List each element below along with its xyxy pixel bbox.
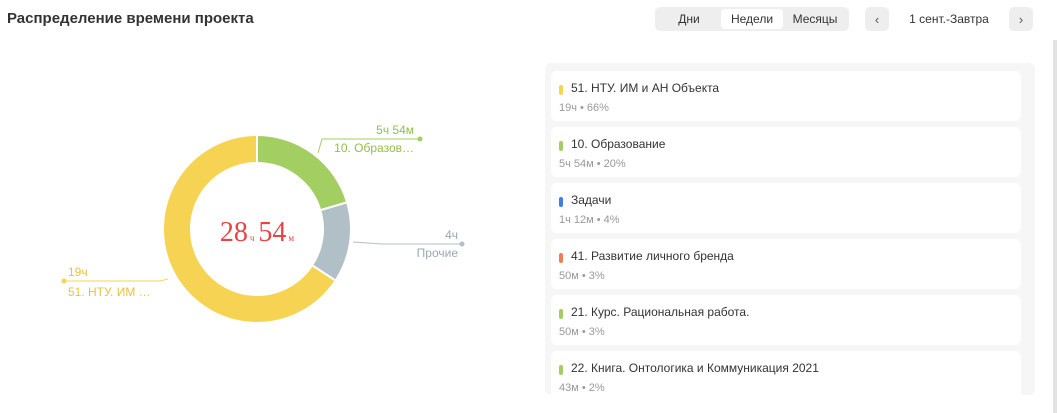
- legend-list: 51. НТУ. ИМ и АН Объекта 19ч • 66% 10. О…: [545, 63, 1035, 395]
- prev-period-button[interactable]: ‹: [865, 7, 889, 31]
- total-hours: 28: [220, 217, 248, 248]
- leader-dot-other: [459, 241, 465, 247]
- legend-color-bar: [559, 309, 563, 319]
- tab-days[interactable]: Дни: [678, 12, 700, 26]
- leader-dot-ntu: [61, 278, 67, 284]
- slice-label-ntu: 51. НТУ. ИМ …: [68, 285, 151, 299]
- slice-value-education: 5ч 54м: [376, 123, 414, 137]
- date-range: 1 сент.-Завтра: [909, 12, 989, 26]
- leader-line-education: [317, 138, 420, 154]
- tab-weeks[interactable]: Недели: [721, 9, 783, 29]
- legend-color-bar: [559, 365, 563, 375]
- period-switcher: Дни Недели Месяцы: [655, 7, 849, 31]
- legend-color-bar: [559, 253, 563, 263]
- chevron-right-icon: ›: [1018, 11, 1024, 27]
- legend-item-stats: 50м • 3%: [559, 326, 605, 338]
- legend-item-name: 10. Образование: [571, 137, 666, 151]
- legend-item-stats: 5ч 54м • 20%: [559, 158, 626, 170]
- legend-item-stats: 50м • 3%: [559, 270, 605, 282]
- slice-value-other: 4ч: [445, 228, 458, 242]
- total-minutes-unit: м: [288, 233, 294, 243]
- leader-line-other: [352, 241, 462, 245]
- legend-item[interactable]: 10. Образование 5ч 54м • 20%: [551, 127, 1021, 177]
- legend-color-bar: [559, 85, 563, 95]
- legend-item-stats: 19ч • 66%: [559, 102, 609, 114]
- slice-label-education: 10. Образов…: [334, 141, 414, 155]
- legend-item[interactable]: 41. Развитие личного бренда 50м • 3%: [551, 239, 1021, 289]
- total-minutes: 54: [258, 217, 286, 248]
- donut-chart: 5ч 54м 10. Образов… 4ч Прочие 19ч 51. НТ…: [61, 123, 465, 324]
- legend-item-name: 41. Развитие личного бренда: [571, 249, 734, 263]
- legend-item[interactable]: 22. Книга. Онтологика и Коммуникация 202…: [551, 351, 1021, 395]
- total-hours-unit: ч: [250, 233, 255, 243]
- leader-dot-education: [417, 136, 423, 142]
- slice-value-ntu: 19ч: [68, 265, 88, 279]
- legend-item-stats: 43м • 2%: [559, 382, 605, 394]
- legend-item[interactable]: Задачи 1ч 12м • 4%: [551, 183, 1021, 233]
- legend-item-name: 21. Курс. Рациональная работа.: [571, 305, 750, 319]
- total-time: 28 ч 54 м: [220, 217, 295, 248]
- next-period-button[interactable]: ›: [1009, 7, 1033, 31]
- legend-item-name: 51. НТУ. ИМ и АН Объекта: [571, 81, 720, 95]
- chevron-left-icon: ‹: [874, 11, 880, 27]
- legend-item[interactable]: 51. НТУ. ИМ и АН Объекта 19ч • 66%: [551, 71, 1021, 121]
- tab-months[interactable]: Месяцы: [792, 12, 838, 26]
- donut-slice-ntu[interactable]: [162, 133, 337, 324]
- legend-item-name: Задачи: [571, 193, 612, 207]
- legend-color-bar: [559, 141, 563, 151]
- legend-item[interactable]: 21. Курс. Рациональная работа. 50м • 3%: [551, 295, 1021, 345]
- legend-item-name: 22. Книга. Онтологика и Коммуникация 202…: [571, 361, 819, 375]
- scrollbar[interactable]: [1053, 40, 1057, 413]
- slice-label-other: Прочие: [417, 246, 459, 260]
- legend-item-stats: 1ч 12м • 4%: [559, 214, 620, 226]
- leader-line-ntu: [64, 278, 169, 282]
- page-title: Распределение времени проекта: [7, 10, 254, 27]
- legend-color-bar: [559, 197, 563, 207]
